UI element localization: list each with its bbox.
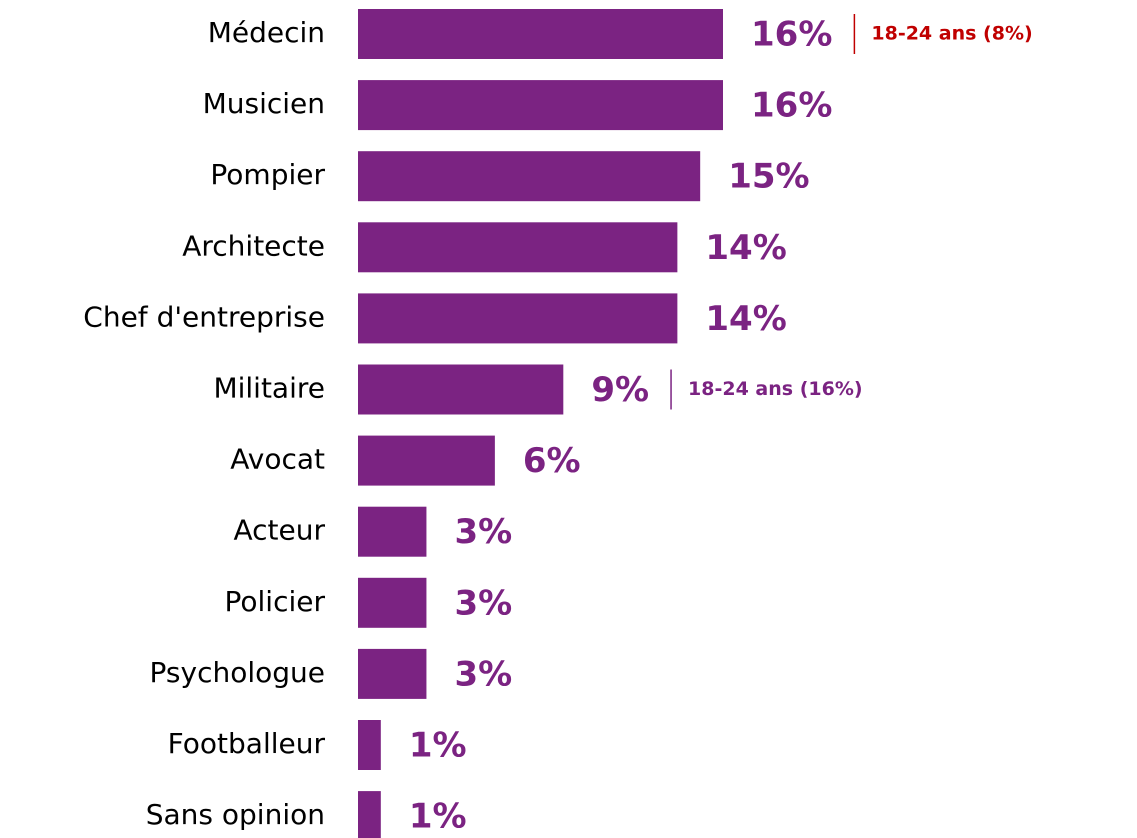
- category-label: Footballeur: [168, 727, 326, 760]
- value-label: 15%: [728, 157, 809, 197]
- bar: [358, 9, 723, 59]
- category-label: Sans opinion: [146, 798, 325, 831]
- annotation: 18-24 ans (8%): [871, 23, 1032, 45]
- value-label: 16%: [751, 86, 832, 126]
- category-label: Psychologue: [150, 656, 325, 689]
- value-label: 14%: [705, 299, 786, 339]
- value-label: 6%: [523, 441, 581, 481]
- value-label: 9%: [591, 370, 649, 410]
- bar: [358, 222, 678, 273]
- value-label: 1%: [409, 726, 467, 766]
- bar: [358, 506, 427, 557]
- value-label: 1%: [409, 797, 467, 837]
- bar: [358, 151, 701, 202]
- bar: [358, 791, 381, 838]
- category-label: Avocat: [230, 443, 325, 476]
- category-label: Chef d'entreprise: [83, 300, 325, 333]
- category-label: Militaire: [213, 372, 325, 405]
- bar: [358, 720, 381, 770]
- value-label: 14%: [705, 228, 786, 268]
- category-label: Pompier: [210, 158, 325, 191]
- category-label: Acteur: [233, 514, 325, 547]
- value-label: 3%: [454, 512, 512, 552]
- bar: [358, 293, 678, 344]
- value-label: 3%: [454, 654, 512, 694]
- annotation: 18-24 ans (16%): [688, 378, 863, 400]
- category-label: Musicien: [203, 87, 325, 120]
- value-label: 16%: [751, 15, 832, 55]
- category-label: Médecin: [208, 16, 325, 49]
- bar: [358, 648, 427, 699]
- bar: [358, 435, 495, 486]
- value-label: 3%: [454, 583, 512, 623]
- bar: [358, 577, 427, 628]
- category-label: Architecte: [182, 229, 325, 262]
- bar: [358, 80, 723, 131]
- bar: [358, 364, 564, 415]
- category-label: Policier: [225, 585, 326, 618]
